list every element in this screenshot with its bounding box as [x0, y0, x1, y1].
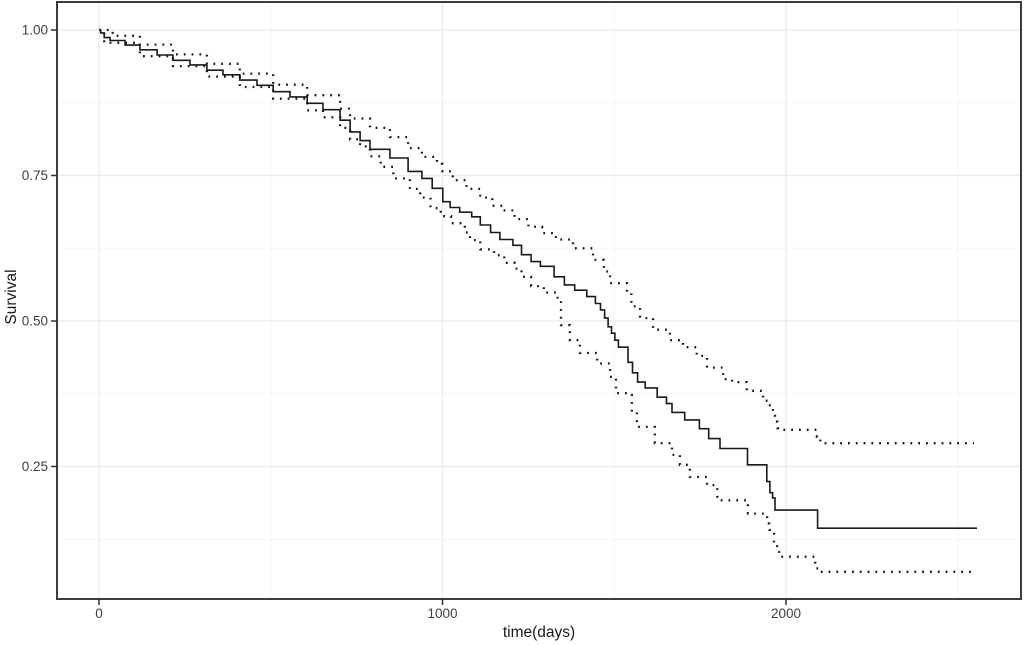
x-axis-title: time(days): [502, 624, 576, 641]
x-tick-label: 2000: [771, 606, 801, 621]
y-axis-title: Survival: [3, 269, 20, 325]
x-tick-label: 1000: [427, 606, 457, 621]
y-tick-label: 0.75: [22, 168, 48, 183]
y-tick-label: 0.50: [22, 314, 48, 329]
x-tick-label: 0: [95, 606, 103, 621]
y-tick-label: 0.25: [22, 459, 48, 474]
panel-background: [57, 2, 1021, 599]
panel-border: [56, 1, 1022, 600]
y-tick-label: 1.00: [22, 23, 48, 38]
upper-confidence-limit-curve: [99, 28, 974, 445]
